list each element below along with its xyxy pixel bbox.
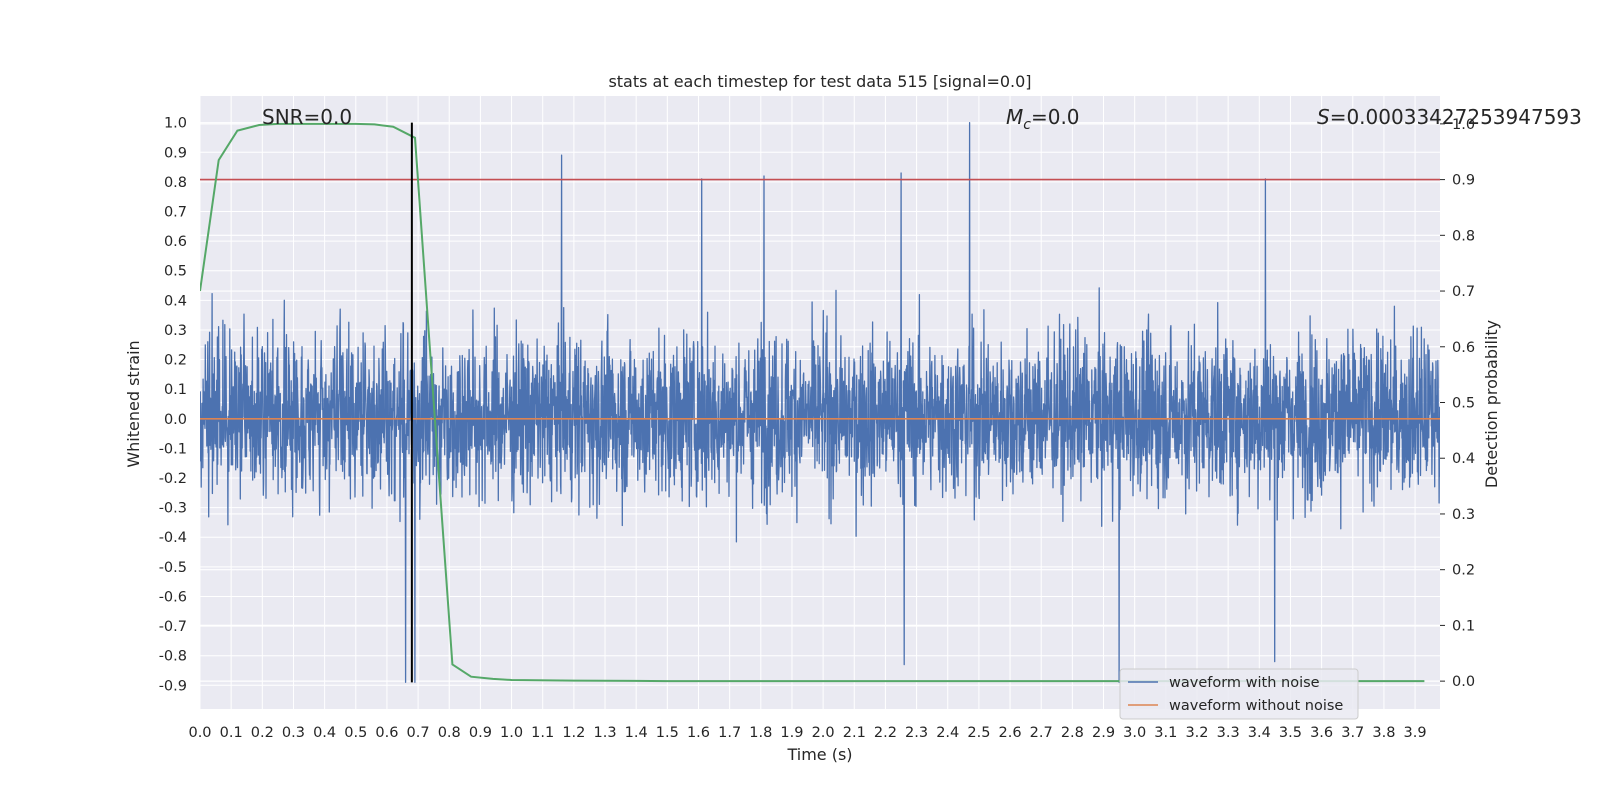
y2-axis-ticks: 1.0 0.9 0.8 0.7 0.6 0.5 0.4 0.3 0.2 0.1 0.0 — [1440, 117, 1475, 690]
y-tick-label: 0.5 — [164, 264, 187, 280]
y2-tick-label: 0.6 — [1452, 340, 1475, 356]
x-tick-label: 3.2 — [1185, 725, 1208, 741]
y-tick-label: 0.3 — [164, 323, 187, 339]
x-axis-label: Time (s) — [786, 745, 852, 764]
y-tick-label: -0.7 — [159, 619, 187, 635]
y-tick-label: 0.6 — [164, 234, 187, 250]
x-tick-label: 3.9 — [1404, 725, 1427, 741]
x-tick-label: 2.1 — [843, 725, 866, 741]
x-tick-label: 3.0 — [1123, 725, 1146, 741]
x-tick-label: 1.1 — [531, 725, 554, 741]
x-tick-label: 0.1 — [220, 725, 243, 741]
x-tick-label: 2.6 — [999, 725, 1022, 741]
x-tick-label: 2.5 — [967, 725, 990, 741]
x-tick-label: 3.6 — [1310, 725, 1333, 741]
y2-tick-label: 0.9 — [1452, 173, 1475, 189]
chart-title: stats at each timestep for test data 515… — [608, 72, 1031, 91]
y2-tick-label: 0.2 — [1452, 563, 1475, 579]
y-tick-label: 1.0 — [164, 116, 187, 132]
x-tick-label: 0.3 — [282, 725, 305, 741]
series-detection-probability — [200, 122, 1425, 683]
y2-tick-label: 0.4 — [1452, 451, 1475, 467]
x-tick-label: 3.5 — [1279, 725, 1302, 741]
y2-tick-label: 0.0 — [1452, 674, 1475, 690]
s-value: =0.00033427253947593 — [1330, 105, 1582, 129]
y-tick-label: 0.1 — [164, 382, 187, 398]
x-axis-ticks: 0.0 0.1 0.2 0.3 0.4 0.5 0.6 0.7 0.8 0.9 1.0 1.1 1.2 1… — [188, 725, 1426, 741]
x-tick-label: 1.5 — [656, 725, 679, 741]
mc-value: =0.0 — [1031, 105, 1080, 129]
x-tick-label: 1.6 — [687, 725, 710, 741]
y-tick-label: -0.3 — [159, 501, 187, 517]
y-tick-label: 0.7 — [164, 204, 187, 220]
x-tick-label: 1.7 — [718, 725, 741, 741]
y-tick-label: 0.8 — [164, 175, 187, 191]
x-tick-label: 0.0 — [188, 725, 211, 741]
x-tick-label: 0.8 — [438, 725, 461, 741]
x-tick-label: 1.2 — [562, 725, 585, 741]
x-tick-label: 1.9 — [780, 725, 803, 741]
y-axis-label: Whitened strain — [124, 340, 143, 467]
y2-tick-label: 0.5 — [1452, 396, 1475, 412]
snr-annotation: SNR=0.0 — [262, 105, 352, 129]
y-tick-label: 0.2 — [164, 353, 187, 369]
y-tick-label: -0.5 — [159, 560, 187, 576]
x-tick-label: 0.7 — [407, 725, 430, 741]
x-tick-label: 2.8 — [1061, 725, 1084, 741]
mc-annotation: Mc=0.0 — [1006, 105, 1080, 133]
y-tick-label: -0.2 — [159, 471, 187, 487]
series-layer — [200, 122, 1440, 683]
y-axis-ticks: 1.0 0.9 0.8 0.7 0.6 0.5 0.4 0.3 0.2 0.1 0.0 -0.1 -0.… — [159, 116, 187, 695]
y-tick-label: 0.4 — [164, 293, 187, 309]
y-tick-label: -0.9 — [159, 678, 187, 694]
s-symbol: S — [1317, 105, 1330, 129]
legend: waveform with noise waveform without noi… — [1119, 668, 1359, 720]
y2-tick-label: 0.8 — [1452, 228, 1475, 244]
y-tick-label: 0.0 — [164, 412, 187, 428]
x-tick-label: 1.8 — [749, 725, 772, 741]
y2-tick-label: 0.1 — [1452, 618, 1475, 634]
y-tick-label: -0.1 — [159, 441, 187, 457]
x-tick-label: 2.7 — [1030, 725, 1053, 741]
x-tick-label: 3.7 — [1341, 725, 1364, 741]
legend-box — [1119, 668, 1359, 720]
y-tick-label: 0.9 — [164, 145, 187, 161]
x-tick-label: 0.9 — [469, 725, 492, 741]
x-tick-label: 0.2 — [251, 725, 274, 741]
x-tick-label: 3.3 — [1217, 725, 1240, 741]
x-tick-label: 1.4 — [625, 725, 648, 741]
x-tick-label: 3.1 — [1154, 725, 1177, 741]
series-waveform-with-noise — [200, 122, 1440, 683]
y2-tick-label: 0.7 — [1452, 284, 1475, 300]
legend-label-clean: waveform without noise — [1169, 698, 1343, 714]
x-tick-label: 3.8 — [1372, 725, 1395, 741]
x-tick-label: 2.4 — [936, 725, 959, 741]
x-tick-label: 1.3 — [593, 725, 616, 741]
x-tick-label: 2.3 — [905, 725, 928, 741]
y2-axis-label: Detection probability — [1482, 320, 1501, 488]
x-tick-label: 0.4 — [313, 725, 336, 741]
x-tick-label: 2.2 — [874, 725, 897, 741]
y2-tick-label: 0.3 — [1452, 507, 1475, 523]
legend-label-noise: waveform with noise — [1169, 675, 1320, 691]
y2-tick-label: 1.0 — [1452, 117, 1475, 133]
mc-symbol: M — [1006, 105, 1023, 129]
mc-subscript: c — [1023, 117, 1031, 133]
x-tick-label: 0.5 — [344, 725, 367, 741]
s-annotation: S=0.00033427253947593 — [1317, 105, 1582, 129]
y-tick-label: -0.8 — [159, 649, 187, 665]
x-tick-label: 1.0 — [500, 725, 523, 741]
y-tick-label: -0.6 — [159, 589, 187, 605]
x-tick-label: 0.6 — [375, 725, 398, 741]
x-tick-label: 2.9 — [1092, 725, 1115, 741]
y-tick-label: -0.4 — [159, 530, 187, 546]
x-tick-label: 3.4 — [1248, 725, 1271, 741]
x-tick-label: 2.0 — [812, 725, 835, 741]
